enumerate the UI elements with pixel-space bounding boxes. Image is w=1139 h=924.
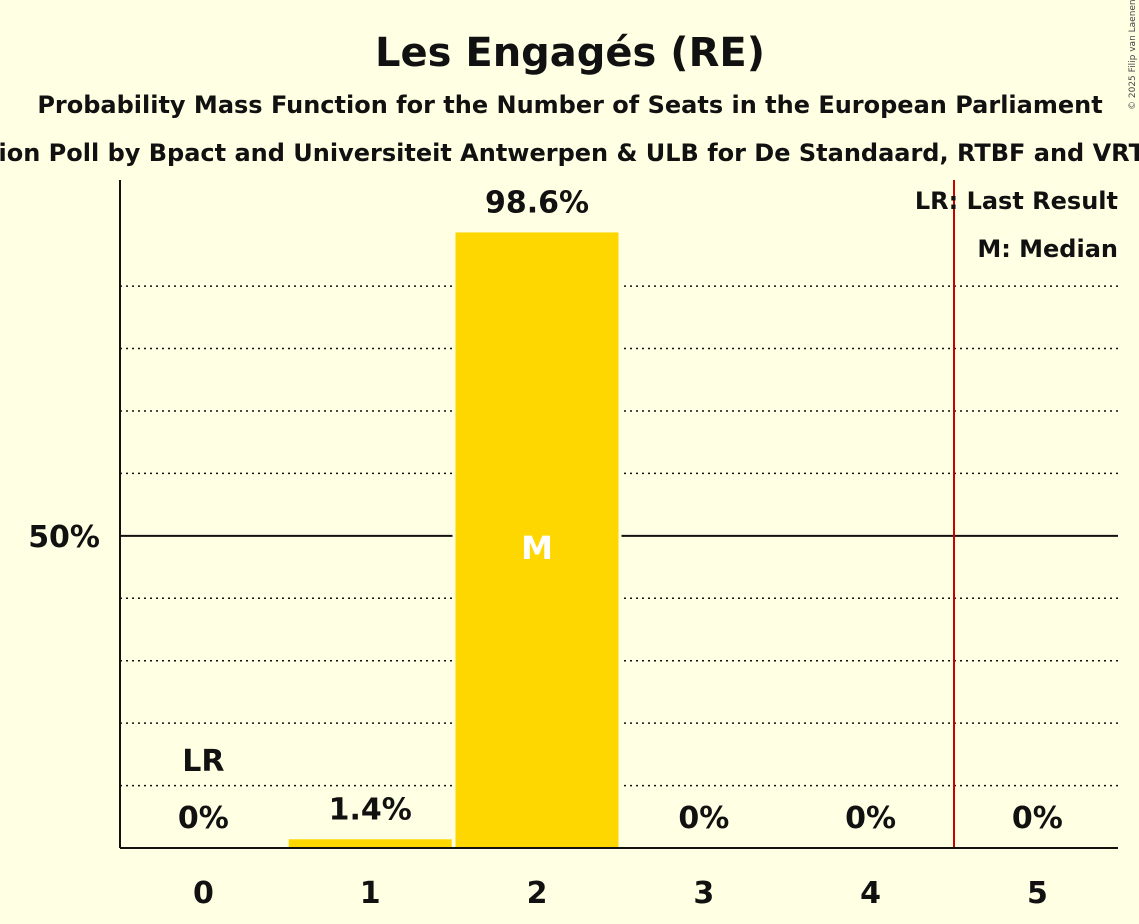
x-tick-label: 0 bbox=[193, 876, 214, 911]
legend-median: M: Median bbox=[977, 235, 1118, 263]
value-label: 0% bbox=[1012, 801, 1063, 836]
value-label: 0% bbox=[678, 801, 729, 836]
median-marker: M bbox=[521, 529, 553, 567]
chart-subtitle: Probability Mass Function for the Number… bbox=[37, 91, 1102, 119]
value-label: 0% bbox=[178, 801, 229, 836]
bars bbox=[285, 229, 622, 849]
bar bbox=[455, 232, 619, 849]
chart-source: Opinion Poll by Bpact and Universiteit A… bbox=[0, 139, 1139, 167]
x-tick-label: 5 bbox=[1027, 876, 1048, 911]
copyright: © 2025 Filip van Laenen bbox=[1128, 0, 1138, 110]
value-label: 98.6% bbox=[485, 185, 589, 220]
x-tick-label: 2 bbox=[527, 876, 548, 911]
x-tick-label: 1 bbox=[360, 876, 381, 911]
chart-title: Les Engagés (RE) bbox=[375, 30, 765, 76]
value-label: 1.4% bbox=[329, 792, 412, 827]
value-label: 0% bbox=[845, 801, 896, 836]
last-result-label: LR bbox=[182, 744, 224, 779]
x-tick-label: 4 bbox=[860, 876, 881, 911]
axes: 50% 0 1 2 3 4 5 bbox=[28, 180, 1118, 911]
y-tick-label: 50% bbox=[28, 520, 100, 555]
x-tick-label: 3 bbox=[693, 876, 714, 911]
legend-last-result: LR: Last Result bbox=[915, 187, 1118, 215]
bar bbox=[288, 839, 452, 848]
data-labels: M 0% 1.4% 98.6% 0% 0% 0% LR bbox=[178, 185, 1063, 836]
